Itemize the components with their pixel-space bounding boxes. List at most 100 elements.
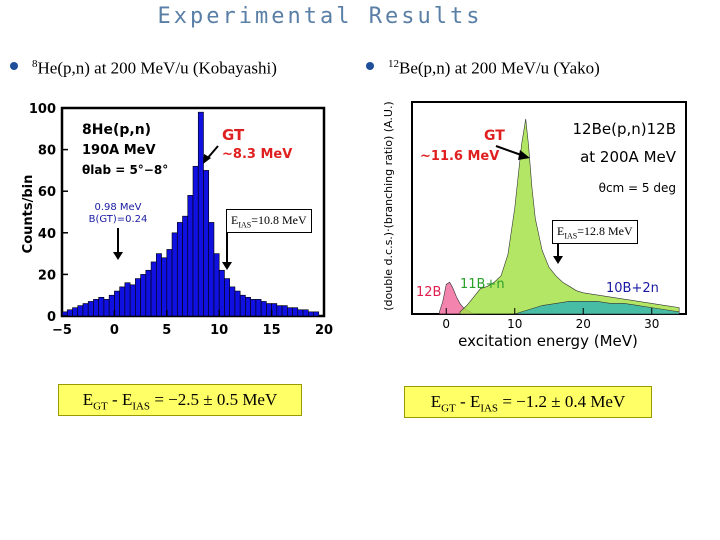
left-eias-sub: IAS: [238, 220, 252, 230]
right-result-pre: E: [430, 392, 442, 411]
histogram-bar: [135, 278, 141, 317]
left-eias-main: E: [231, 213, 239, 227]
right-result-post: = −1.2 ± 0.4 MeV: [498, 392, 626, 411]
histogram-bar: [250, 299, 257, 317]
histogram-bar: [166, 249, 173, 317]
right-12b-label: 12B: [416, 285, 441, 300]
histogram-bar: [150, 261, 157, 317]
histogram-bar: [171, 232, 178, 317]
right-gt-energy: ~11.6 MeV: [420, 149, 499, 164]
histogram-bar: [276, 305, 283, 317]
y-tick-label: 60: [38, 185, 56, 200]
histogram-bar: [66, 309, 73, 317]
histogram-bar: [307, 311, 314, 317]
right-heading: 12Be(p,n) at 200 MeV/u (Yako): [388, 58, 600, 79]
chart-12be: 0 10 20 30 (double d.c.s.)·(branching ratio…: [382, 101, 687, 350]
x-tick-label: −5: [52, 323, 72, 338]
histogram-bar: [182, 215, 189, 317]
left-angle-label: θlab = 5°−8°: [82, 163, 168, 177]
histogram-bar: [98, 296, 105, 317]
right-heading-text: Be(p,n) at 200 MeV/u (Yako): [399, 58, 600, 78]
left-energy-label: 190A MeV: [82, 143, 156, 158]
bullet-left: [10, 62, 18, 70]
histogram-bar: [287, 307, 293, 317]
left-ylabel: Counts/bin: [21, 175, 36, 254]
right-energy-label: at 200A MeV: [580, 148, 677, 166]
left-gt-energy: ~8.3 MeV: [222, 147, 292, 162]
left-heading-text: He(p,n) at 200 MeV/u (Kobayashi): [37, 58, 277, 78]
histogram-bar: [203, 170, 210, 317]
x-tick-label: 0: [442, 317, 450, 331]
x-tick-label: 20: [576, 317, 591, 331]
right-ias-arrowhead: [553, 256, 563, 264]
left-ias-arrowhead: [222, 262, 232, 270]
histogram-bar: [192, 165, 199, 317]
right-eias-annotation: EIAS=12.8 MeV: [552, 220, 638, 245]
left-eias-annotation: EIAS=10.8 MeV: [226, 209, 312, 234]
right-11bn-label: 11B+n: [460, 277, 505, 292]
left-gt-arrowhead: [203, 154, 211, 164]
area-10b-2n: [514, 300, 680, 315]
histogram-bar: [156, 253, 162, 317]
histogram-bar: [124, 282, 131, 317]
histogram-bar: [245, 296, 251, 317]
left-result-sub2: IAS: [132, 400, 151, 413]
left-bgt-label: B(GT)=0.24: [89, 214, 148, 225]
slide-title: Experimental Results: [157, 4, 483, 29]
x-tick-label: 10: [507, 317, 522, 331]
right-xlabel: excitation energy (MeV): [458, 332, 638, 350]
histogram-bar: [145, 269, 152, 317]
histogram-bar: [93, 299, 99, 317]
left-eias-rest: =10.8 MeV: [251, 213, 307, 227]
right-eias-sub: IAS: [564, 231, 578, 241]
histogram-bar: [103, 299, 110, 317]
left-reaction-label: 8He(p,n): [82, 122, 151, 138]
right-eias-rest: =12.8 MeV: [577, 224, 633, 238]
x-tick-label: 20: [315, 323, 333, 338]
left-gt-label: GT: [222, 126, 245, 144]
histogram-bar: [213, 253, 220, 317]
histogram-bar: [72, 307, 79, 317]
histogram-bar: [197, 111, 204, 317]
histogram-bar: [229, 286, 236, 317]
right-angle-label: θcm = 5 deg: [599, 181, 676, 195]
right-gt-label: GT: [484, 128, 505, 144]
right-result-sub2: IAS: [480, 402, 499, 415]
right-eias-main: E: [557, 224, 565, 238]
histogram-bar: [266, 303, 272, 317]
left-heading: 8He(p,n) at 200 MeV/u (Kobayashi): [32, 58, 277, 79]
histogram-bar: [302, 309, 309, 317]
left-098-label: 0.98 MeV: [94, 202, 141, 213]
y-tick-label: 100: [29, 102, 56, 117]
left-098-arrowhead: [113, 252, 123, 260]
x-tick-label: 0: [110, 323, 119, 338]
left-result-box: EGT - EIAS = −2.5 ± 0.5 MeV: [58, 384, 302, 416]
right-result-sub1: GT: [441, 402, 456, 415]
area-11b-n: [459, 118, 680, 315]
histogram-bar: [119, 286, 126, 317]
histogram-bar: [255, 299, 262, 317]
right-result-box: EGT - EIAS = −1.2 ± 0.4 MeV: [404, 386, 652, 418]
x-tick-label: 15: [263, 323, 281, 338]
x-tick-label: 30: [644, 317, 659, 331]
x-tick-label: 5: [162, 323, 171, 338]
histogram-bar: [234, 290, 241, 317]
histogram-bar: [260, 301, 267, 317]
right-reaction-label: 12Be(p,n)12B: [573, 120, 676, 138]
histogram-bar: [82, 303, 89, 317]
histogram-bar: [292, 307, 299, 317]
histogram-bar: [271, 303, 278, 317]
histogram-bar: [129, 284, 136, 317]
histogram-bar: [140, 274, 147, 317]
histogram-bar: [161, 257, 168, 317]
left-heading-sup: 8: [32, 58, 38, 70]
y-tick-label: 20: [38, 268, 56, 283]
histogram-bar: [176, 222, 183, 317]
right-heading-sup: 12: [388, 58, 399, 70]
histogram-bar: [87, 301, 94, 317]
histogram-bar: [77, 305, 84, 317]
left-result-mid: - E: [107, 390, 133, 409]
left-result-sub1: GT: [93, 400, 108, 413]
y-tick-label: 40: [38, 227, 56, 242]
